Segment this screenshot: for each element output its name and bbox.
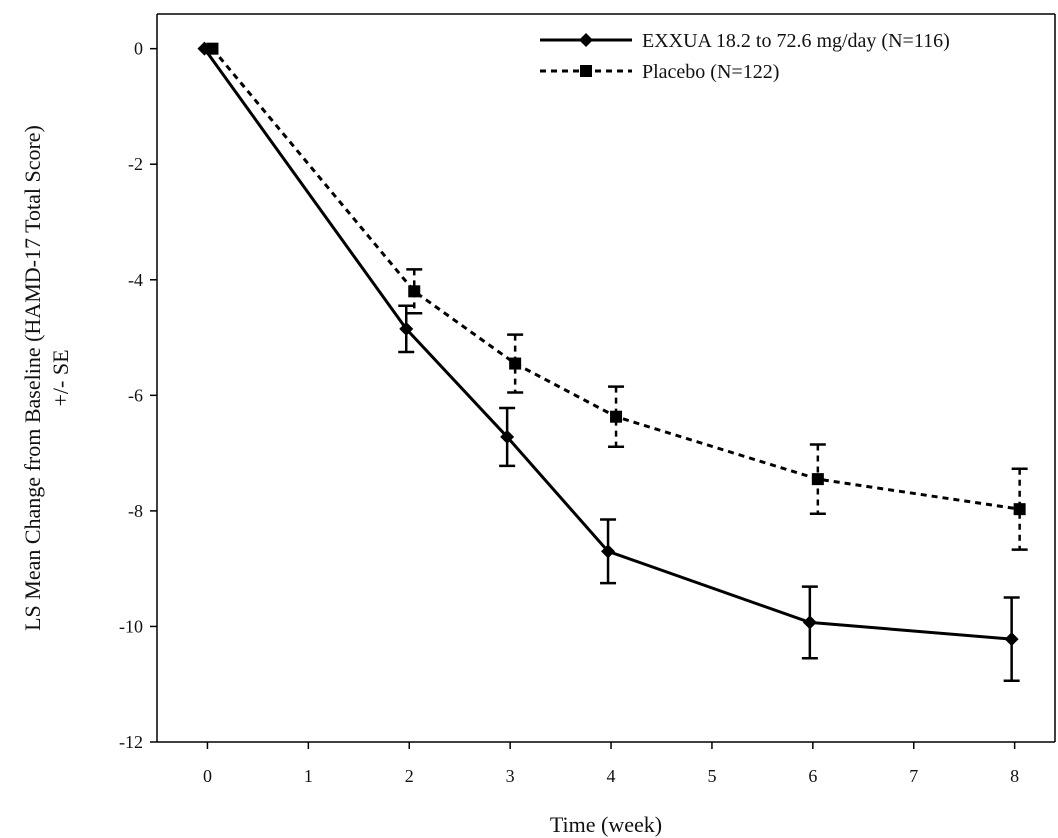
data-point-exxua — [601, 544, 616, 559]
y-tick-label: -4 — [128, 270, 143, 290]
data-point-placebo — [1013, 503, 1026, 516]
y-tick-label: -2 — [128, 154, 143, 174]
x-tick-label: 3 — [506, 766, 515, 786]
series-line-placebo — [211, 47, 1020, 511]
legend-marker-exxua — [579, 33, 593, 47]
x-axis-ticks: 0 1 2 3 4 5 6 7 8 — [203, 742, 1019, 786]
legend: EXXUA 18.2 to 72.6 mg/day (N=116) Placeb… — [540, 30, 950, 83]
data-point-placebo — [811, 473, 824, 486]
x-tick-label: 7 — [909, 766, 918, 786]
y-axis-title-line-2: +/- SE — [48, 349, 73, 406]
y-tick-label: -10 — [119, 616, 143, 636]
data-point-exxua — [500, 429, 515, 444]
legend-label-placebo: Placebo (N=122) — [642, 61, 779, 83]
y-axis-ticks: 0 -2 -4 -6 -8 -10 -12 — [119, 39, 157, 752]
data-point-exxua — [1004, 632, 1019, 647]
y-tick-label: -12 — [119, 732, 143, 752]
legend-label-exxua: EXXUA 18.2 to 72.6 mg/day (N=116) — [642, 30, 950, 52]
data-point-placebo — [610, 410, 623, 423]
y-axis-title-line-1: LS Mean Change from Baseline (HAMD-17 To… — [20, 125, 45, 631]
y-tick-label: -6 — [128, 385, 143, 405]
x-tick-label: 5 — [707, 766, 716, 786]
series-layer — [197, 41, 1028, 683]
data-point-placebo — [206, 42, 219, 55]
series-line-exxua — [203, 47, 1012, 641]
legend-marker-placebo — [580, 65, 592, 77]
x-tick-label: 6 — [808, 766, 817, 786]
x-tick-label: 0 — [203, 766, 212, 786]
y-tick-label: 0 — [134, 39, 143, 59]
data-point-placebo — [408, 285, 421, 298]
data-point-exxua — [399, 321, 414, 336]
data-point-exxua — [802, 615, 817, 630]
x-tick-label: 2 — [405, 766, 414, 786]
x-tick-label: 4 — [607, 766, 616, 786]
x-tick-label: 8 — [1010, 766, 1019, 786]
axes-frame — [156, 13, 1056, 743]
data-point-placebo — [509, 357, 522, 370]
x-axis-title: Time (week) — [550, 812, 662, 837]
x-tick-label: 1 — [304, 766, 313, 786]
y-tick-label: -8 — [128, 501, 143, 521]
